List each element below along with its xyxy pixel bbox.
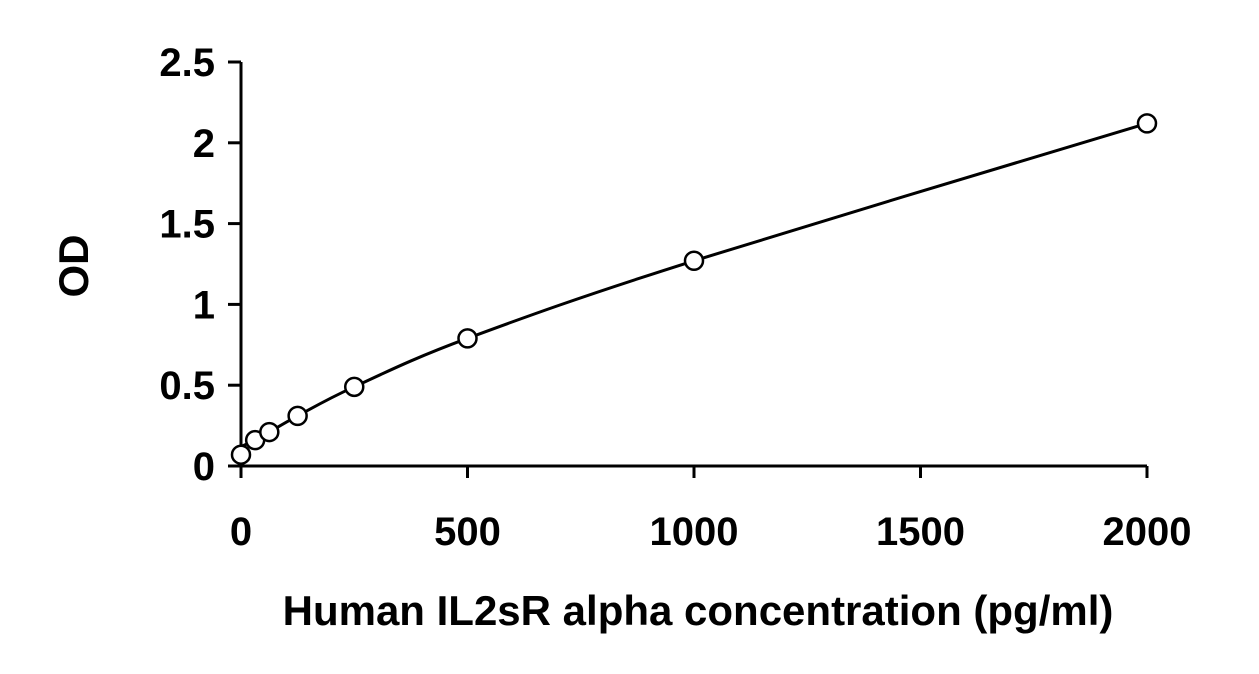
data-points: [230, 113, 1158, 465]
y-axis-title: OD: [50, 235, 97, 298]
y-tick-label: 0.5: [159, 364, 215, 408]
x-tick-label: 1500: [876, 510, 965, 554]
y-tick-label: 1: [193, 283, 215, 327]
x-tick-label: 2000: [1103, 510, 1192, 554]
data-point: [344, 376, 365, 398]
x-tick-label: 1000: [650, 510, 739, 554]
data-point: [230, 444, 252, 465]
x-tick-label: 0: [230, 510, 252, 554]
data-point: [259, 421, 280, 443]
y-tick-label: 1.5: [159, 203, 215, 247]
x-axis-title: Human IL2sR alpha concentration (pg/ml): [283, 587, 1114, 634]
y-tick-label: 0: [193, 445, 215, 489]
data-point: [457, 328, 478, 349]
data-point: [287, 405, 308, 427]
y-tick-label: 2.5: [159, 41, 215, 85]
x-ticks: 0 500 1000 1500 2000: [230, 466, 1192, 554]
data-point: [1136, 113, 1158, 134]
y-tick-label: 2: [193, 122, 215, 166]
fit-curve: [240, 121, 1148, 448]
data-point: [683, 250, 705, 272]
y-ticks: 0 0.5 1 1.5 2 2.5: [159, 41, 241, 489]
x-tick-label: 500: [434, 510, 501, 554]
